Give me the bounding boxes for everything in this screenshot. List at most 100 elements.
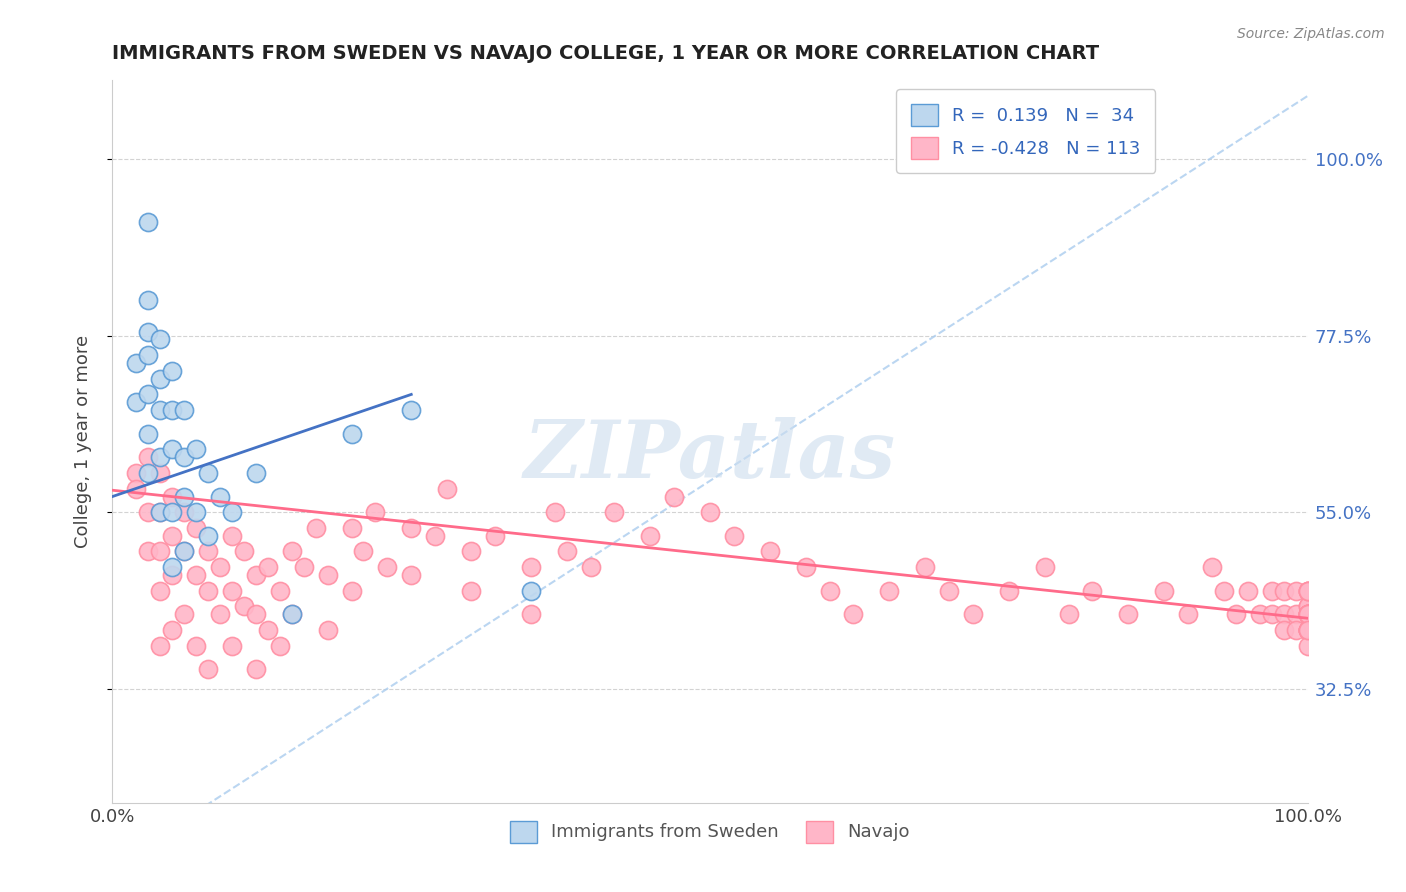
- Point: [281, 607, 304, 622]
- Point: [914, 560, 936, 574]
- Point: [1296, 623, 1319, 637]
- Point: [1237, 583, 1260, 598]
- Point: [138, 325, 160, 339]
- Point: [352, 544, 374, 558]
- Point: [1261, 607, 1284, 622]
- Point: [1296, 607, 1319, 622]
- Point: [245, 607, 267, 622]
- Point: [186, 521, 208, 535]
- Point: [520, 583, 543, 598]
- Point: [305, 521, 328, 535]
- Point: [316, 568, 339, 582]
- Point: [292, 560, 315, 574]
- Point: [233, 544, 256, 558]
- Point: [1296, 607, 1319, 622]
- Point: [842, 607, 865, 622]
- Point: [138, 214, 160, 228]
- Point: [197, 583, 219, 598]
- Point: [138, 505, 160, 519]
- Point: [221, 529, 243, 543]
- Point: [209, 607, 232, 622]
- Point: [257, 560, 280, 574]
- Point: [149, 403, 172, 417]
- Point: [1261, 583, 1284, 598]
- Point: [879, 583, 901, 598]
- Point: [149, 505, 172, 519]
- Point: [998, 583, 1021, 598]
- Point: [138, 348, 160, 362]
- Point: [364, 505, 387, 519]
- Point: [138, 293, 160, 308]
- Point: [425, 529, 447, 543]
- Point: [543, 505, 565, 519]
- Text: ZIPatlas: ZIPatlas: [524, 417, 896, 495]
- Point: [173, 450, 195, 465]
- Y-axis label: College, 1 year or more: College, 1 year or more: [73, 335, 91, 548]
- Point: [209, 560, 232, 574]
- Point: [340, 426, 363, 441]
- Point: [162, 364, 183, 378]
- Point: [699, 505, 721, 519]
- Point: [281, 544, 304, 558]
- Point: [125, 395, 148, 409]
- Point: [1296, 623, 1319, 637]
- Point: [1081, 583, 1104, 598]
- Point: [1296, 607, 1319, 622]
- Point: [186, 505, 208, 519]
- Point: [460, 583, 482, 598]
- Point: [162, 490, 183, 504]
- Point: [125, 482, 148, 496]
- Point: [1177, 607, 1199, 622]
- Point: [221, 583, 243, 598]
- Point: [162, 442, 183, 457]
- Point: [377, 560, 399, 574]
- Text: Source: ZipAtlas.com: Source: ZipAtlas.com: [1237, 27, 1385, 41]
- Point: [162, 623, 183, 637]
- Point: [520, 560, 543, 574]
- Point: [1296, 623, 1319, 637]
- Point: [794, 560, 817, 574]
- Point: [1296, 639, 1319, 653]
- Point: [1249, 607, 1271, 622]
- Point: [460, 544, 482, 558]
- Point: [1213, 583, 1236, 598]
- Point: [125, 466, 148, 480]
- Point: [138, 387, 160, 401]
- Point: [723, 529, 745, 543]
- Point: [125, 356, 148, 370]
- Point: [197, 662, 219, 676]
- Point: [1225, 607, 1247, 622]
- Point: [173, 490, 195, 504]
- Point: [162, 560, 183, 574]
- Point: [173, 607, 195, 622]
- Point: [149, 639, 172, 653]
- Point: [138, 544, 160, 558]
- Point: [281, 607, 304, 622]
- Point: [138, 450, 160, 465]
- Point: [1272, 607, 1295, 622]
- Point: [245, 568, 267, 582]
- Point: [186, 568, 208, 582]
- Point: [257, 623, 280, 637]
- Point: [340, 521, 363, 535]
- Point: [520, 607, 543, 622]
- Point: [197, 529, 219, 543]
- Point: [1285, 607, 1308, 622]
- Point: [664, 490, 686, 504]
- Point: [579, 560, 602, 574]
- Point: [149, 583, 172, 598]
- Point: [173, 505, 195, 519]
- Point: [1296, 583, 1319, 598]
- Point: [818, 583, 841, 598]
- Point: [233, 599, 256, 614]
- Point: [1296, 599, 1319, 614]
- Point: [186, 639, 208, 653]
- Point: [149, 544, 172, 558]
- Point: [245, 662, 267, 676]
- Point: [186, 442, 208, 457]
- Point: [1285, 583, 1308, 598]
- Point: [162, 505, 183, 519]
- Point: [269, 583, 291, 598]
- Text: IMMIGRANTS FROM SWEDEN VS NAVAJO COLLEGE, 1 YEAR OR MORE CORRELATION CHART: IMMIGRANTS FROM SWEDEN VS NAVAJO COLLEGE…: [112, 45, 1099, 63]
- Point: [138, 466, 160, 480]
